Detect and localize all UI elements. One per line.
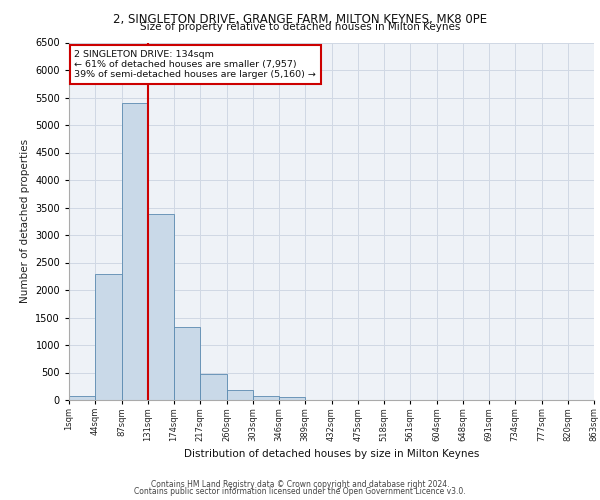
Bar [253,396,279,400]
Bar [279,397,305,400]
Bar [148,214,174,400]
Text: Size of property relative to detached houses in Milton Keynes: Size of property relative to detached ho… [140,22,460,32]
Y-axis label: Number of detached properties: Number of detached properties [20,139,29,304]
X-axis label: Distribution of detached houses by size in Milton Keynes: Distribution of detached houses by size … [184,450,479,460]
Text: Contains public sector information licensed under the Open Government Licence v3: Contains public sector information licen… [134,487,466,496]
Bar [121,103,148,400]
Bar [227,390,253,400]
Bar [69,396,95,400]
Text: 2, SINGLETON DRIVE, GRANGE FARM, MILTON KEYNES, MK8 0PE: 2, SINGLETON DRIVE, GRANGE FARM, MILTON … [113,12,487,26]
Text: 2 SINGLETON DRIVE: 134sqm
← 61% of detached houses are smaller (7,957)
39% of se: 2 SINGLETON DRIVE: 134sqm ← 61% of detac… [74,50,316,80]
Bar [95,274,121,400]
Bar [200,374,227,400]
Text: Contains HM Land Registry data © Crown copyright and database right 2024.: Contains HM Land Registry data © Crown c… [151,480,449,489]
Bar [174,328,200,400]
